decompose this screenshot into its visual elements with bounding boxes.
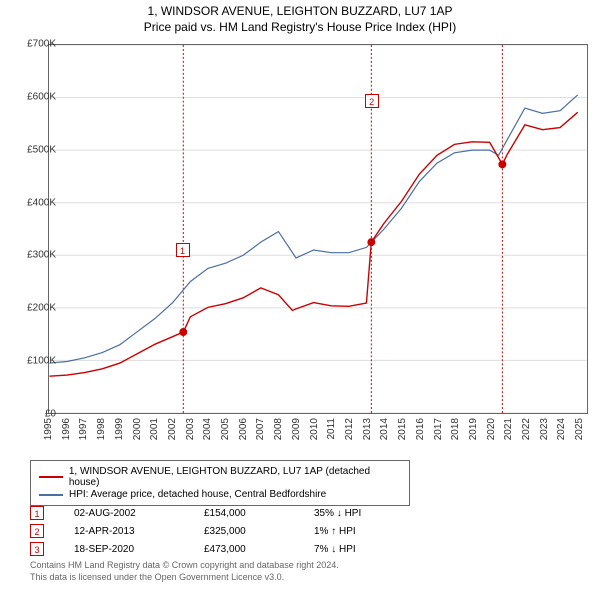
x-tick-label: 2021 bbox=[503, 418, 514, 440]
tx-date: 18-SEP-2020 bbox=[74, 544, 174, 555]
x-tick-label: 2025 bbox=[574, 418, 585, 440]
x-tick-label: 2011 bbox=[326, 418, 337, 440]
x-tick-label: 1997 bbox=[78, 418, 89, 440]
x-tick-label: 1996 bbox=[61, 418, 72, 440]
y-tick-label: £100K bbox=[27, 356, 56, 367]
x-tick-label: 2012 bbox=[344, 418, 355, 440]
y-tick-label: £200K bbox=[27, 303, 56, 314]
transaction-row: 3 18-SEP-2020 £473,000 7% ↓ HPI bbox=[30, 542, 394, 556]
x-tick-label: 2001 bbox=[149, 418, 160, 440]
tx-price: £154,000 bbox=[204, 508, 284, 519]
transactions-table: 1 02-AUG-2002 £154,000 35% ↓ HPI 2 12-APR-201… bbox=[30, 502, 394, 560]
footer: Contains HM Land Registry data © Crown c… bbox=[30, 560, 339, 583]
x-tick-label: 2020 bbox=[486, 418, 497, 440]
x-tick-label: 2024 bbox=[556, 418, 567, 440]
x-tick-label: 2003 bbox=[185, 418, 196, 440]
x-tick-label: 2015 bbox=[397, 418, 408, 440]
y-tick-label: £600K bbox=[27, 91, 56, 102]
y-tick-label: £700K bbox=[27, 39, 56, 50]
chart-area bbox=[48, 44, 588, 414]
tx-date: 12-APR-2013 bbox=[74, 526, 174, 537]
x-tick-label: 1995 bbox=[43, 418, 54, 440]
chart-container: 1, WINDSOR AVENUE, LEIGHTON BUZZARD, LU7… bbox=[0, 0, 600, 590]
plot-svg bbox=[49, 45, 587, 413]
x-tick-label: 2017 bbox=[433, 418, 444, 440]
x-tick-label: 2002 bbox=[167, 418, 178, 440]
tx-badge: 3 bbox=[30, 542, 44, 556]
x-tick-label: 2004 bbox=[202, 418, 213, 440]
title-line1: 1, WINDSOR AVENUE, LEIGHTON BUZZARD, LU7… bbox=[0, 0, 600, 18]
tx-delta: 7% ↓ HPI bbox=[314, 544, 394, 555]
legend-swatch bbox=[39, 494, 63, 496]
x-tick-label: 2014 bbox=[379, 418, 390, 440]
marker-badge: 2 bbox=[365, 94, 379, 108]
x-tick-label: 2006 bbox=[238, 418, 249, 440]
tx-badge: 1 bbox=[30, 506, 44, 520]
marker-badge: 1 bbox=[176, 243, 190, 257]
x-tick-label: 2023 bbox=[539, 418, 550, 440]
footer-line2: This data is licensed under the Open Gov… bbox=[30, 572, 339, 584]
x-tick-label: 1998 bbox=[96, 418, 107, 440]
tx-price: £473,000 bbox=[204, 544, 284, 555]
legend-label: HPI: Average price, detached house, Cent… bbox=[69, 489, 326, 500]
x-tick-label: 1999 bbox=[114, 418, 125, 440]
x-tick-label: 2008 bbox=[273, 418, 284, 440]
x-tick-label: 2009 bbox=[291, 418, 302, 440]
x-tick-label: 2007 bbox=[255, 418, 266, 440]
tx-price: £325,000 bbox=[204, 526, 284, 537]
y-tick-label: £300K bbox=[27, 250, 56, 261]
legend-label: 1, WINDSOR AVENUE, LEIGHTON BUZZARD, LU7… bbox=[69, 466, 401, 488]
tx-date: 02-AUG-2002 bbox=[74, 508, 174, 519]
tx-badge: 2 bbox=[30, 524, 44, 538]
x-tick-label: 2005 bbox=[220, 418, 231, 440]
x-tick-label: 2013 bbox=[362, 418, 373, 440]
x-tick-label: 2022 bbox=[521, 418, 532, 440]
y-tick-label: £400K bbox=[27, 197, 56, 208]
legend-swatch bbox=[39, 476, 63, 478]
legend-item: 1, WINDSOR AVENUE, LEIGHTON BUZZARD, LU7… bbox=[39, 466, 401, 488]
x-tick-label: 2010 bbox=[309, 418, 320, 440]
tx-delta: 1% ↑ HPI bbox=[314, 526, 394, 537]
x-tick-label: 2000 bbox=[132, 418, 143, 440]
transaction-row: 2 12-APR-2013 £325,000 1% ↑ HPI bbox=[30, 524, 394, 538]
x-tick-label: 2016 bbox=[415, 418, 426, 440]
title-line2: Price paid vs. HM Land Registry's House … bbox=[0, 18, 600, 34]
footer-line1: Contains HM Land Registry data © Crown c… bbox=[30, 560, 339, 572]
y-tick-label: £500K bbox=[27, 144, 56, 155]
legend: 1, WINDSOR AVENUE, LEIGHTON BUZZARD, LU7… bbox=[30, 460, 410, 506]
x-tick-label: 2018 bbox=[450, 418, 461, 440]
x-tick-label: 2019 bbox=[468, 418, 479, 440]
tx-delta: 35% ↓ HPI bbox=[314, 508, 394, 519]
legend-item: HPI: Average price, detached house, Cent… bbox=[39, 489, 401, 500]
transaction-row: 1 02-AUG-2002 £154,000 35% ↓ HPI bbox=[30, 506, 394, 520]
